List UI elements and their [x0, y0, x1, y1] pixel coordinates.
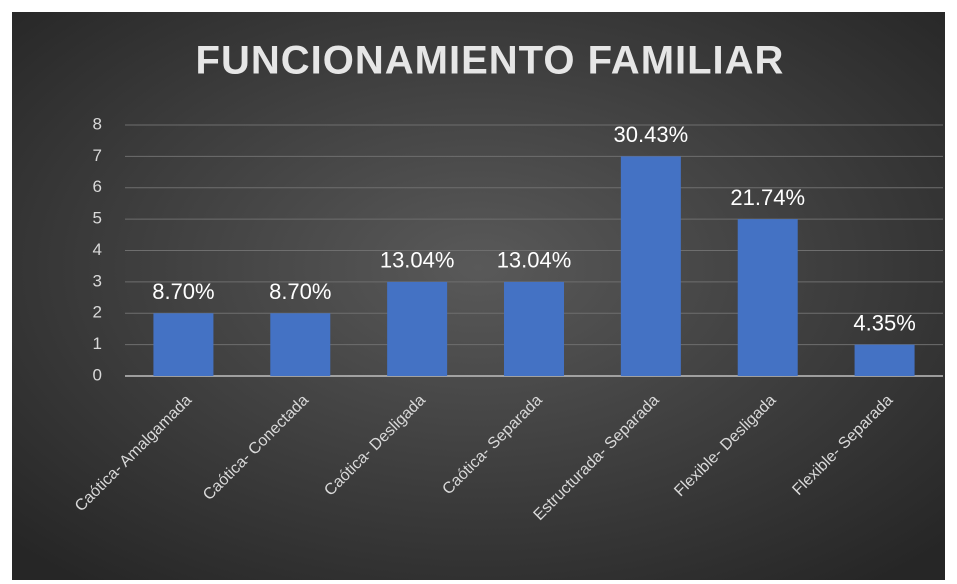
bar	[153, 313, 214, 376]
bar	[504, 281, 564, 376]
chart-title: FUNCIONAMIENTO FAMILIAR	[196, 39, 785, 83]
value-label: 4.35%	[853, 310, 915, 335]
value-label: 8.70%	[152, 279, 214, 304]
value-label: 21.74%	[730, 185, 805, 210]
y-tick-label: 0	[93, 365, 102, 384]
value-label: 30.43%	[614, 122, 689, 147]
y-tick-label: 6	[93, 177, 102, 196]
value-label: 8.70%	[269, 279, 331, 304]
bar	[854, 344, 915, 376]
bar	[387, 281, 448, 376]
bar	[737, 219, 798, 376]
y-tick-label: 5	[93, 209, 102, 228]
bar	[620, 156, 681, 376]
y-tick-label: 3	[93, 271, 102, 290]
bar	[270, 313, 331, 376]
y-tick-label: 7	[93, 146, 102, 165]
y-tick-label: 1	[93, 334, 102, 353]
y-tick-label: 2	[93, 303, 102, 322]
y-tick-label: 4	[93, 240, 102, 259]
value-label: 13.04%	[497, 248, 572, 273]
value-label: 13.04%	[380, 248, 455, 273]
y-tick-label: 8	[93, 114, 102, 133]
